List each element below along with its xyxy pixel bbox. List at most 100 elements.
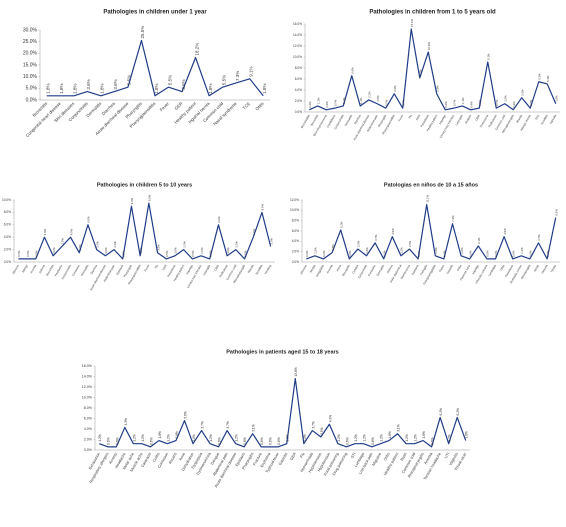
data-label: 9.1% <box>248 67 253 77</box>
x-tick-label: STI <box>350 452 356 459</box>
data-label: 2.5% <box>269 238 273 245</box>
x-tick-label: Impetigo <box>185 263 194 275</box>
x-tick-label: UTI <box>444 452 451 459</box>
data-label: 6.0% <box>217 216 221 223</box>
data-label: 1.2% <box>303 434 307 441</box>
x-tick-label: Contusión <box>367 263 377 276</box>
chart-title: Pathologies in children 5 to 10 years <box>97 182 192 188</box>
x-tick-label: Vaginitis <box>448 452 459 466</box>
data-label: 1.2% <box>365 247 369 254</box>
data-label: 0.6% <box>149 437 153 444</box>
data-label: 0.7% <box>401 99 405 106</box>
data-label: 1.2% <box>192 434 196 441</box>
x-tick-label: Asma <box>335 263 342 272</box>
x-tick-label: GER <box>289 452 297 461</box>
x-tick-label: Parasitosis <box>504 263 515 277</box>
data-label: 11.1% <box>425 194 429 202</box>
data-label: 1.1% <box>461 97 465 104</box>
x-tick-label: GER <box>161 264 167 271</box>
data-label: 0.5% <box>17 250 21 257</box>
x-tick-label: Pharyngitis <box>377 113 388 128</box>
x-tick-label: Allergy <box>21 263 29 273</box>
x-tick-label: Candidiasis <box>326 113 337 128</box>
x-tick-label: Flu <box>407 113 413 119</box>
data-label: 6.2% <box>418 69 422 76</box>
data-label: 1.5% <box>376 95 380 102</box>
data-label: 1.2% <box>379 434 383 441</box>
data-label: 1.2% <box>141 434 145 441</box>
data-label: 0.6% <box>417 250 421 257</box>
data-label: 1.0% <box>139 247 143 254</box>
data-label: 9.5% <box>148 194 152 201</box>
x-tick-label: Parasitosis <box>419 113 430 127</box>
y-tick-label: 8.0% <box>295 66 302 70</box>
x-tick-label: Cataracts <box>141 452 153 468</box>
y-tick-label: 2.0% <box>84 437 93 441</box>
data-label: 0.6% <box>486 250 490 257</box>
x-tick-label: Impetigo <box>438 113 447 125</box>
x-tick-label: Impétigo <box>471 263 480 275</box>
data-label: 4.3% <box>124 418 128 425</box>
data-label: 0.6% <box>511 250 515 257</box>
data-label: 0.5% <box>121 250 125 257</box>
data-label: 0.6% <box>382 250 386 257</box>
x-tick-label: Migraine <box>371 452 382 467</box>
data-label: 1.2% <box>434 247 438 254</box>
data-label: 1.2% <box>286 434 290 441</box>
data-label: 6.0% <box>87 216 91 223</box>
data-label: 0.6% <box>277 437 281 444</box>
x-tick-label: Fever <box>143 264 150 272</box>
y-tick-label: 6.0% <box>292 229 299 233</box>
x-tick-label: Rhinitis <box>247 263 255 273</box>
y-tick-label: 0.0% <box>292 260 299 264</box>
data-label: 2.6% <box>520 89 524 96</box>
y-tick-label: 14.0% <box>82 374 93 378</box>
y-tick-label: 15.0% <box>23 62 38 68</box>
data-label: 4.9% <box>391 228 395 235</box>
data-label: 1.2% <box>448 434 452 441</box>
data-label: 5.6% <box>183 411 187 418</box>
x-tick-label: Colitis <box>152 452 161 463</box>
x-tick-label: Bronchiolitis <box>300 113 311 129</box>
y-tick-label: 6.0% <box>84 416 93 420</box>
data-label: 0.7% <box>529 99 533 106</box>
data-label: 3.7% <box>200 421 204 428</box>
x-tick-label: Laryngitis <box>454 113 464 126</box>
x-tick-label: Gastritis <box>445 263 454 274</box>
x-tick-label: Bronchitis <box>45 263 55 276</box>
x-tick-label: Lumbalgia <box>487 263 497 277</box>
data-label: 2.0% <box>182 241 186 248</box>
x-tick-label: Bronquitis <box>341 263 351 276</box>
data-label: 0.4% <box>308 101 312 108</box>
data-label: 3.1% <box>477 237 481 244</box>
data-label: 8.0% <box>261 204 265 211</box>
x-tick-label: TCE <box>534 114 540 121</box>
data-label: 6.2% <box>439 408 443 415</box>
x-tick-label: Otitis <box>213 263 220 271</box>
data-label: 1.8% <box>73 84 78 94</box>
data-label: 1.8% <box>59 84 64 94</box>
data-label: 0.6% <box>243 437 247 444</box>
y-tick-label: 10.0% <box>293 55 302 59</box>
data-label: 3.7% <box>226 421 230 428</box>
data-label: 3.7% <box>537 234 541 241</box>
data-label: 1.0% <box>200 247 204 254</box>
data-label: 1.1% <box>316 97 320 104</box>
data-label: 1.5% <box>78 244 82 251</box>
data-label: 0.6% <box>115 437 119 444</box>
data-label: 1.5% <box>156 244 160 251</box>
x-tick-label: Faringitis <box>419 263 428 275</box>
y-tick-label: 8.0% <box>292 219 299 223</box>
data-label: 1.8% <box>422 431 426 438</box>
x-tick-label: Otitis <box>254 101 264 111</box>
chart-title: Pathologies in children from 1 to 5 year… <box>369 10 496 16</box>
x-tick-label: Rinofaringitis <box>520 263 532 280</box>
data-label: 0.6% <box>529 250 533 257</box>
x-tick-label: Dismenorrea <box>400 263 412 279</box>
x-tick-label: Scabies <box>464 113 473 124</box>
x-tick-label: Lumbago <box>354 452 365 468</box>
x-tick-label: Fracture <box>252 452 263 466</box>
x-tick-label: Epistaxis <box>235 452 246 467</box>
